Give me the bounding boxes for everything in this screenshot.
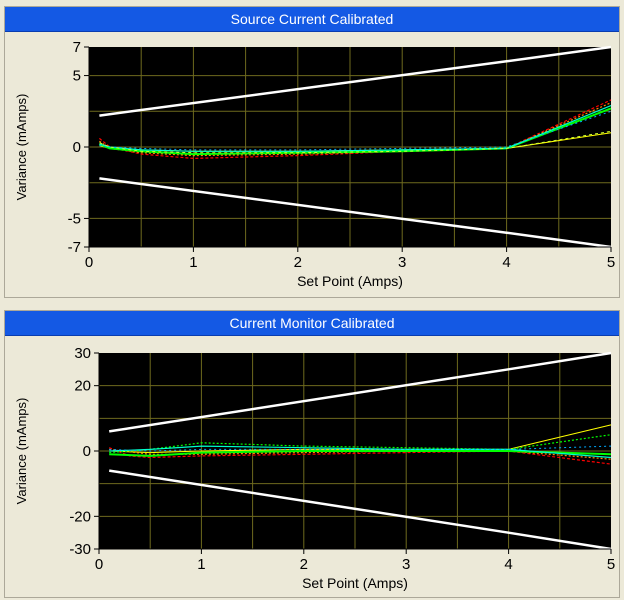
y-tick-label: 0 <box>73 139 81 156</box>
x-tick-label: 1 <box>189 254 197 271</box>
series-line <box>99 45 612 117</box>
y-tick-label: -5 <box>68 210 81 227</box>
source-current-chart: 0 1 2 3 4 5 -7 -5 0 5 7 Set Point (Amps) Variance (m… <box>14 39 615 289</box>
y-tick-label: -30 <box>69 541 91 558</box>
y-tick-label: 0 <box>83 443 91 460</box>
series-line <box>109 445 612 459</box>
y-tick-label: -7 <box>68 239 81 256</box>
chart-title: Current Monitor Calibrated <box>5 311 619 336</box>
y-tick-label: 30 <box>74 345 91 362</box>
x-tick-label: 0 <box>95 556 103 573</box>
current-monitor-chart: 0 1 2 3 4 5 -30 -20 0 20 30 Set Point (Amps) Varianc… <box>14 345 615 591</box>
x-tick-label: 1 <box>197 556 205 573</box>
series-line <box>109 351 612 433</box>
series-line <box>99 110 612 151</box>
y-axis-label: Variance (mAmps) <box>14 398 29 505</box>
x-tick-label: 2 <box>300 556 308 573</box>
x-axis-label: Set Point (Amps) <box>302 575 408 591</box>
series-line <box>99 177 612 249</box>
series-line <box>109 450 612 457</box>
y-tick-label: 5 <box>73 68 81 85</box>
series-line <box>99 130 612 154</box>
y-tick-label: -20 <box>69 508 91 525</box>
y-tick-label: 7 <box>73 39 81 56</box>
x-tick-label: 5 <box>607 556 615 573</box>
x-tick-label: 3 <box>402 556 410 573</box>
current-monitor-panel: Current Monitor Calibrated 0 1 2 3 4 5 -30 -20 0… <box>4 310 620 598</box>
series-line <box>109 448 612 460</box>
x-tick-label: 4 <box>502 254 510 271</box>
series-line <box>109 445 612 452</box>
source-current-panel: Source Current Calibrated 0 1 2 3 4 5 -7 -5 0 5 7 S… <box>4 6 620 298</box>
series-line <box>109 469 612 551</box>
x-tick-label: 0 <box>85 254 93 271</box>
x-tick-label: 5 <box>607 254 615 271</box>
x-tick-label: 3 <box>398 254 406 271</box>
x-tick-label: 2 <box>294 254 302 271</box>
y-tick-label: 20 <box>74 378 91 395</box>
chart-title: Source Current Calibrated <box>5 7 619 32</box>
y-axis-label: Variance (mAmps) <box>14 94 29 201</box>
x-axis-label: Set Point (Amps) <box>297 273 403 289</box>
x-tick-label: 4 <box>504 556 512 573</box>
